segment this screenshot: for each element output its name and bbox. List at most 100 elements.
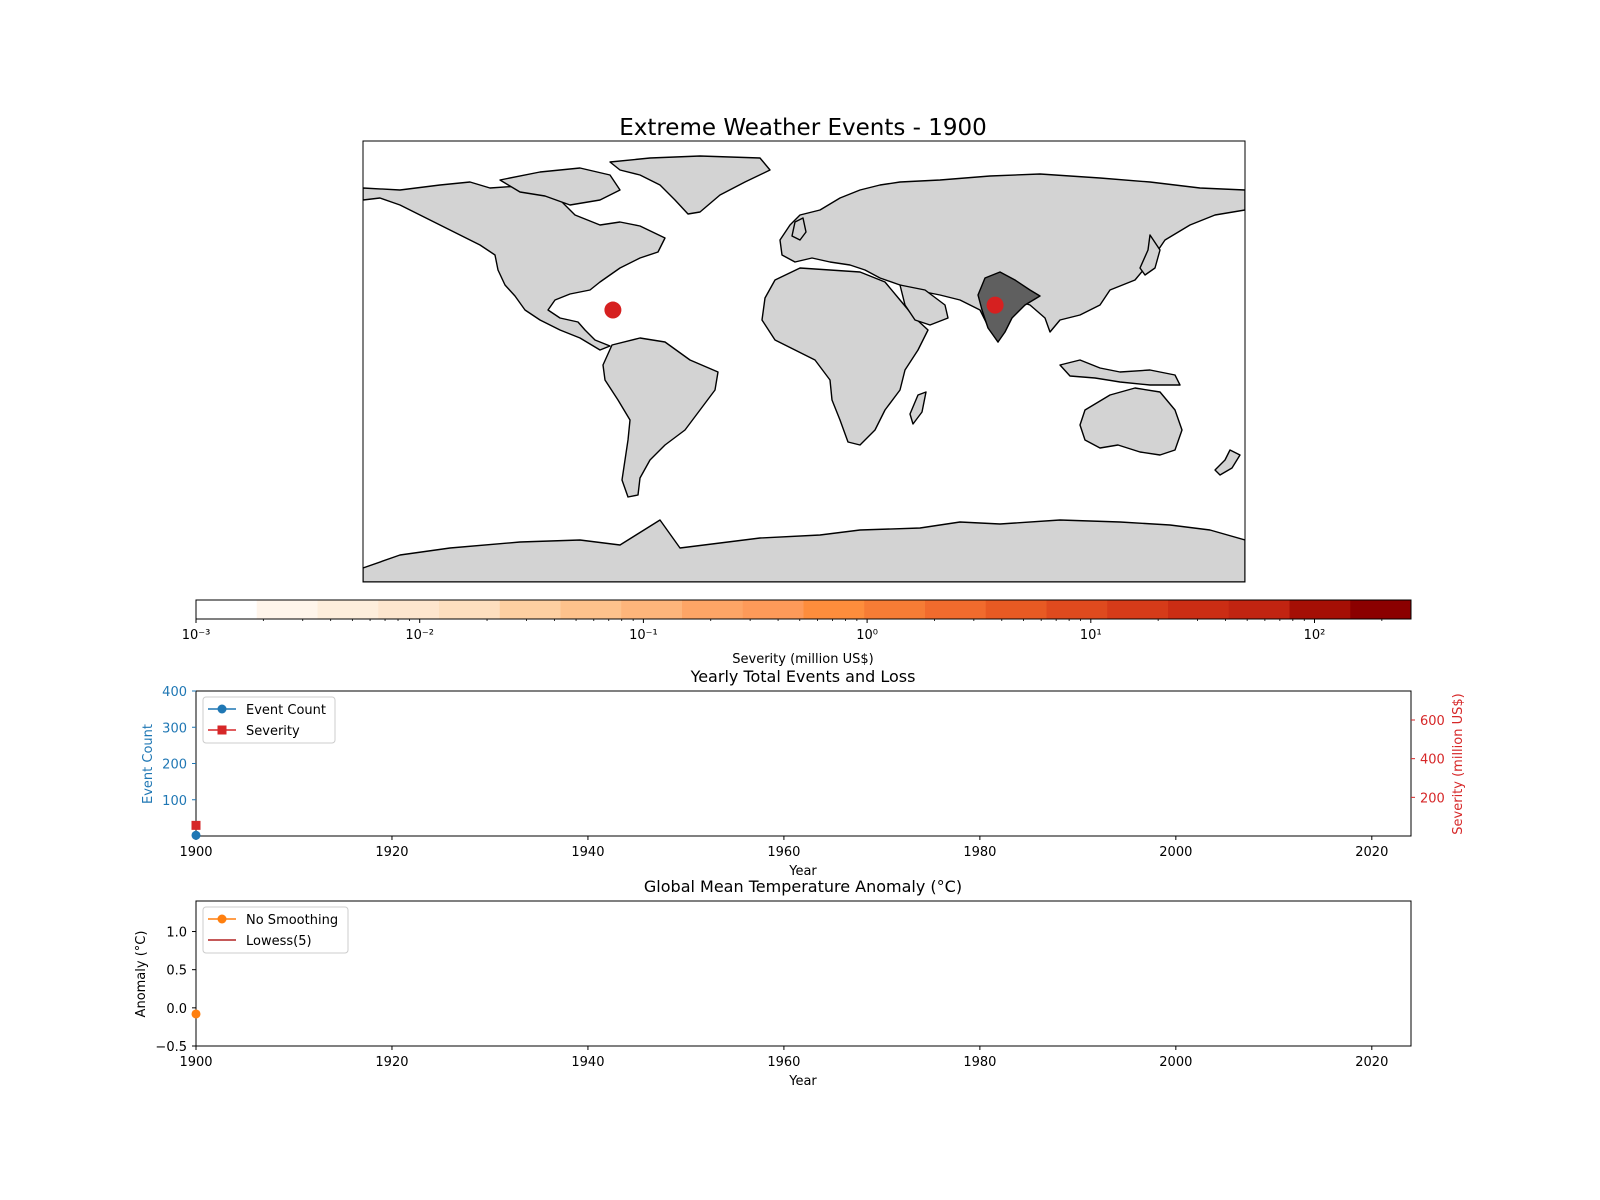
world-map [362, 140, 1246, 583]
colorbar-cell-2 [317, 600, 379, 619]
colorbar-tick-label: 10⁰ [856, 628, 878, 643]
chart1-title: Yearly Total Events and Loss [690, 667, 916, 686]
land-africa [761, 267, 929, 446]
chart1-frame [195, 690, 1412, 837]
colorbar-cell-18 [1289, 600, 1351, 619]
colorbar-cell-11 [864, 600, 926, 619]
colorbar-cell-14 [1046, 600, 1108, 619]
colorbar-cell-15 [1107, 600, 1169, 619]
y-tick-label: 400 [162, 685, 187, 700]
land-greenland [609, 155, 771, 215]
x-tick-label: 1920 [375, 1055, 408, 1070]
colorbar-label: Severity (million US$) [732, 652, 873, 667]
x-tick-label: 2000 [1159, 1055, 1192, 1070]
event-marker-0 [604, 301, 622, 319]
land-uk [791, 217, 807, 241]
land-australia [1079, 387, 1183, 456]
chart1-ylabel: Event Count [141, 724, 156, 804]
colorbar-cell-13 [985, 600, 1047, 619]
colorbar-cell-3 [378, 600, 440, 619]
colorbar-cell-4 [439, 600, 501, 619]
severity-colorbar: 10⁻³ 10⁻² 10⁻¹ 10⁰ 10¹ 10² Severity (million … [182, 599, 1412, 667]
chart2-legend: No Smoothing Lowess(5) [202, 906, 349, 954]
colorbar-tick-label: 10² [1304, 628, 1326, 643]
chart2-legend-box [202, 906, 349, 954]
land-south-america [602, 337, 719, 498]
series-point-0 [191, 830, 201, 840]
x-tick-label: 1980 [963, 1055, 996, 1070]
event-markers [604, 296, 1004, 319]
legend-no-smoothing-marker [217, 914, 227, 924]
series-point-0 [191, 1009, 201, 1019]
colorbar-cell-19 [1350, 600, 1412, 619]
x-tick-label: 1980 [963, 845, 996, 860]
colorbar-tick-label: 10¹ [1080, 628, 1102, 643]
chart2-title: Global Mean Temperature Anomaly (°C) [644, 877, 962, 896]
y2-tick-label: 200 [1420, 791, 1445, 806]
colorbar-tick-label: 10⁻³ [182, 628, 211, 643]
x-tick-label: 1900 [179, 845, 212, 860]
y-tick-label: 0.5 [166, 964, 187, 979]
y-tick-label: 200 [162, 758, 187, 773]
land-madagascar [909, 391, 927, 425]
land-antarctica [363, 519, 1245, 582]
chart2-xlabel: Year [788, 1074, 817, 1089]
chart1-y2label: Severity (million US$) [1451, 693, 1466, 834]
chart2-ylabel: Anomaly (°C) [134, 931, 149, 1018]
chart2-marks [191, 1009, 201, 1019]
chart1-legend: Event Count Severity [202, 696, 336, 744]
land-se-asia-islands [1059, 359, 1181, 386]
y-tick-label: 1.0 [166, 926, 187, 941]
land-india-highlighted [977, 271, 1041, 343]
colorbar-frame [195, 599, 1412, 620]
temperature-anomaly-chart: Global Mean Temperature Anomaly (°C) Yea… [134, 877, 1412, 1089]
y2-tick-label: 400 [1420, 753, 1445, 768]
land-new-zealand [1214, 449, 1241, 476]
colorbar-tick-label: 10⁻² [405, 628, 434, 643]
land-arabia [899, 284, 949, 326]
y-tick-label: 0.0 [166, 1002, 187, 1017]
y2-tick-label: 600 [1420, 714, 1445, 729]
x-tick-label: 1960 [767, 1055, 800, 1070]
colorbar-cell-5 [499, 600, 561, 619]
legend-severity-label: Severity [246, 724, 300, 739]
series-point-1 [191, 820, 201, 830]
chart1-xlabel: Year [788, 864, 817, 879]
chart2-frame [195, 900, 1412, 1047]
chart1-axes: 1900 1920 1940 1960 1980 2000 2020 100 200 300 400… [162, 685, 1445, 860]
x-tick-label: 1940 [571, 1055, 604, 1070]
legend-event-count-marker [217, 704, 227, 714]
colorbar-cell-7 [621, 600, 683, 619]
colorbar-cell-12 [925, 600, 987, 619]
x-tick-label: 1940 [571, 845, 604, 860]
y-tick-label: 300 [162, 721, 187, 736]
event-marker-1 [986, 296, 1004, 314]
colorbar-cell-0 [196, 600, 258, 619]
legend-lowess-label: Lowess(5) [246, 934, 312, 949]
x-tick-label: 1960 [767, 845, 800, 860]
legend-event-count-label: Event Count [246, 703, 326, 718]
colorbar-cell-17 [1228, 600, 1290, 619]
colorbar-ticks: 10⁻³ 10⁻² 10⁻¹ 10⁰ 10¹ 10² [182, 619, 1383, 643]
chart1-marks [191, 820, 201, 840]
land-arctic-islands [499, 167, 621, 206]
colorbar-cells [196, 600, 1412, 619]
x-tick-label: 1900 [179, 1055, 212, 1070]
x-tick-label: 2000 [1159, 845, 1192, 860]
x-tick-label: 1920 [375, 845, 408, 860]
colorbar-tick-label: 10⁻¹ [629, 628, 658, 643]
y-tick-label: −0.5 [155, 1040, 187, 1055]
colorbar-cell-10 [803, 600, 865, 619]
legend-severity-marker [217, 725, 227, 735]
colorbar-cell-16 [1168, 600, 1230, 619]
legend-no-smoothing-label: No Smoothing [246, 913, 338, 928]
x-tick-label: 2020 [1355, 1055, 1388, 1070]
colorbar-cell-1 [256, 600, 318, 619]
colorbar-cell-8 [682, 600, 744, 619]
land-eurasia [779, 173, 1245, 343]
map-title: Extreme Weather Events - 1900 [619, 115, 987, 141]
events-loss-chart: Yearly Total Events and Loss Year Event … [141, 667, 1466, 879]
land-japan [1139, 234, 1161, 276]
colorbar-cell-6 [560, 600, 622, 619]
chart2-axes: 1900 1920 1940 1960 1980 2000 2020 −0.5 0.0 0.5 1.… [155, 926, 1388, 1070]
